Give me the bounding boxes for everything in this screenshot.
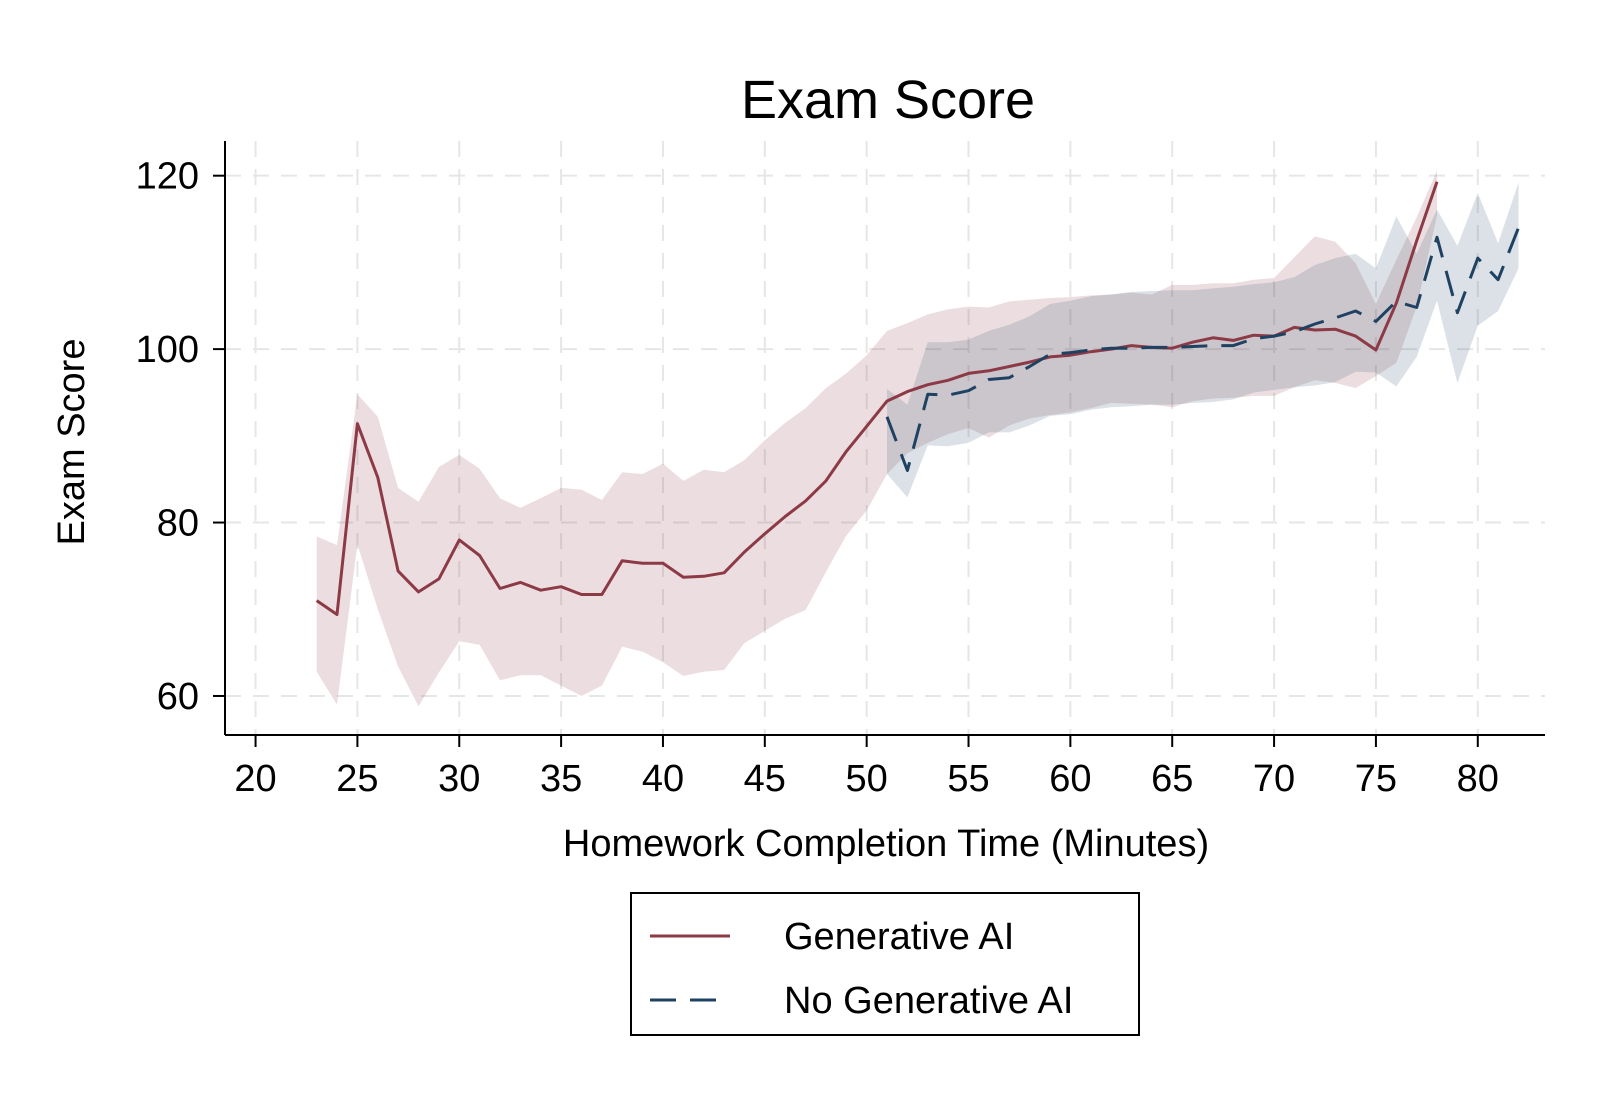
- axes: 20 25 30 35 40 45 50 55 60 65 70 75 80 60 80 100 120: [136, 141, 1545, 800]
- series-line-no-generative-ai: [885, 227, 1520, 472]
- x-tick-label: 60: [1049, 758, 1091, 800]
- x-tick-label: 35: [540, 758, 582, 800]
- series-lines: [315, 181, 1520, 616]
- series-line-generative-ai: [315, 181, 1439, 616]
- chart-title: Exam Score: [741, 70, 1035, 130]
- y-tick-label: 60: [157, 676, 199, 718]
- legend-item-generative-ai: Generative AI: [632, 916, 1138, 956]
- chart-area: Exam Score 20 25 30 35 40 45 50 55 60 65 70 75 80 60 8…: [51, 70, 1545, 865]
- x-tick-label: 40: [642, 758, 684, 800]
- y-axis-label: Exam Score: [51, 339, 93, 546]
- legend: Generative AI No Generative AI: [630, 892, 1140, 1036]
- y-tick-label: 80: [157, 503, 199, 545]
- x-tick-label: 50: [846, 758, 888, 800]
- confidence-band-generative-ai: [316, 170, 1438, 707]
- x-tick-label: 45: [744, 758, 786, 800]
- legend-swatch-dashed-line: [650, 998, 730, 1002]
- x-tick-label: 30: [438, 758, 480, 800]
- x-axis-label: Homework Completion Time (Minutes): [563, 823, 1209, 865]
- x-tick-label: 70: [1253, 758, 1295, 800]
- legend-label: Generative AI: [784, 916, 1015, 958]
- legend-item-no-generative-ai: No Generative AI: [632, 980, 1138, 1020]
- x-tick-label: 65: [1151, 758, 1193, 800]
- x-tick-label: 80: [1457, 758, 1499, 800]
- x-tick-label: 55: [947, 758, 989, 800]
- x-tick-label: 75: [1355, 758, 1397, 800]
- x-tick-label: 20: [234, 758, 276, 800]
- confidence-bands: [316, 170, 1519, 707]
- legend-swatch-solid-line: [650, 934, 730, 938]
- x-tick-label: 25: [336, 758, 378, 800]
- legend-label: No Generative AI: [784, 980, 1074, 1022]
- gridlines: [225, 141, 1545, 735]
- y-tick-label: 120: [136, 156, 199, 198]
- y-tick-label: 100: [136, 329, 199, 371]
